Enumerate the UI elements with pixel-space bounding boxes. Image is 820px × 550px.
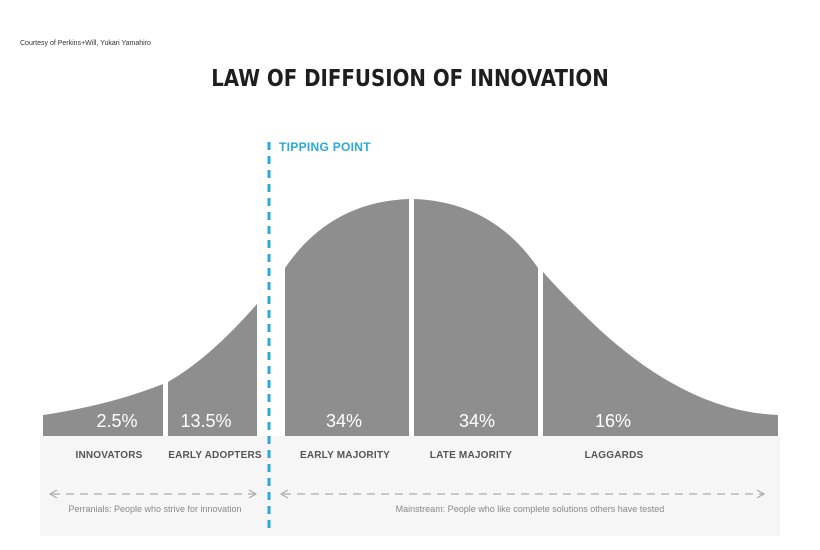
tipping-point-label: TIPPING POINT xyxy=(279,140,371,154)
percent-late-majority: 34% xyxy=(458,411,496,431)
label-band xyxy=(40,436,780,536)
percent-laggards: 16% xyxy=(594,411,632,431)
left-group-caption: Perranials: People who strive for innova… xyxy=(68,504,242,514)
label-late-majority: LATE MAJORITY xyxy=(429,450,513,461)
diagram-title: LAW OF DIFFUSION OF INNOVATION xyxy=(211,66,609,92)
segment-innovators xyxy=(43,384,163,436)
label-laggards: LAGGARDS xyxy=(584,450,644,461)
segment-early-majority xyxy=(285,199,409,436)
label-early-adopters: EARLY ADOPTERS xyxy=(168,450,262,461)
segment-late-majority xyxy=(414,199,538,436)
right-group-arrow xyxy=(279,489,766,499)
segment-laggards xyxy=(543,272,778,436)
label-innovators: INNOVATORS xyxy=(75,450,143,461)
segment-early-adopters xyxy=(168,304,257,436)
percent-innovators: 2.5% xyxy=(96,411,138,431)
left-group-arrow xyxy=(48,489,258,499)
right-group-caption: Mainstream: People who like complete sol… xyxy=(395,504,665,514)
credit-text: Courtesy of Perkins+Will, Yukari Yamahir… xyxy=(20,40,151,47)
percent-early-adopters: 13.5% xyxy=(180,411,232,431)
label-early-majority: EARLY MAJORITY xyxy=(299,450,391,461)
percent-early-majority: 34% xyxy=(325,411,363,431)
